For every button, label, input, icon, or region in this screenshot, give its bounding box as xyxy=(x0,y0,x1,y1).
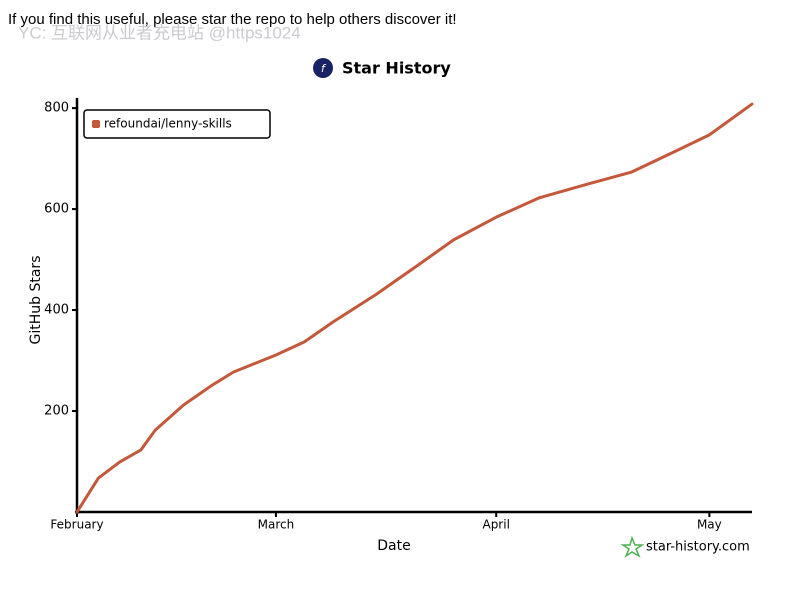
watermark: YC: 互联网从业者充电站 @https1024 xyxy=(18,23,301,42)
y-tick-label: 400 xyxy=(44,303,69,318)
x-tick-label: April xyxy=(482,518,509,532)
y-tick-label: 600 xyxy=(44,202,69,217)
legend-box xyxy=(83,109,271,139)
chart-title: Star History xyxy=(342,59,451,78)
x-tick-label: March xyxy=(258,518,295,532)
x-tick-label: May xyxy=(697,518,722,532)
y-axis-label: GitHub Stars xyxy=(28,256,44,345)
x-axis-label: Date xyxy=(377,538,410,554)
title-icon xyxy=(313,58,333,78)
legend-swatch xyxy=(92,120,100,128)
credit: star-history.com xyxy=(646,540,750,555)
title-icon-glyph: f xyxy=(321,62,327,75)
x-tick-label: February xyxy=(50,518,103,532)
credit-icon xyxy=(620,535,645,559)
notice: If you find this useful, please star the… xyxy=(8,11,457,28)
y-tick-label: 200 xyxy=(44,404,69,419)
y-tick-label: 800 xyxy=(44,101,69,116)
legend-label: refoundai/lenny-skills xyxy=(104,117,232,131)
series-line xyxy=(75,102,754,514)
